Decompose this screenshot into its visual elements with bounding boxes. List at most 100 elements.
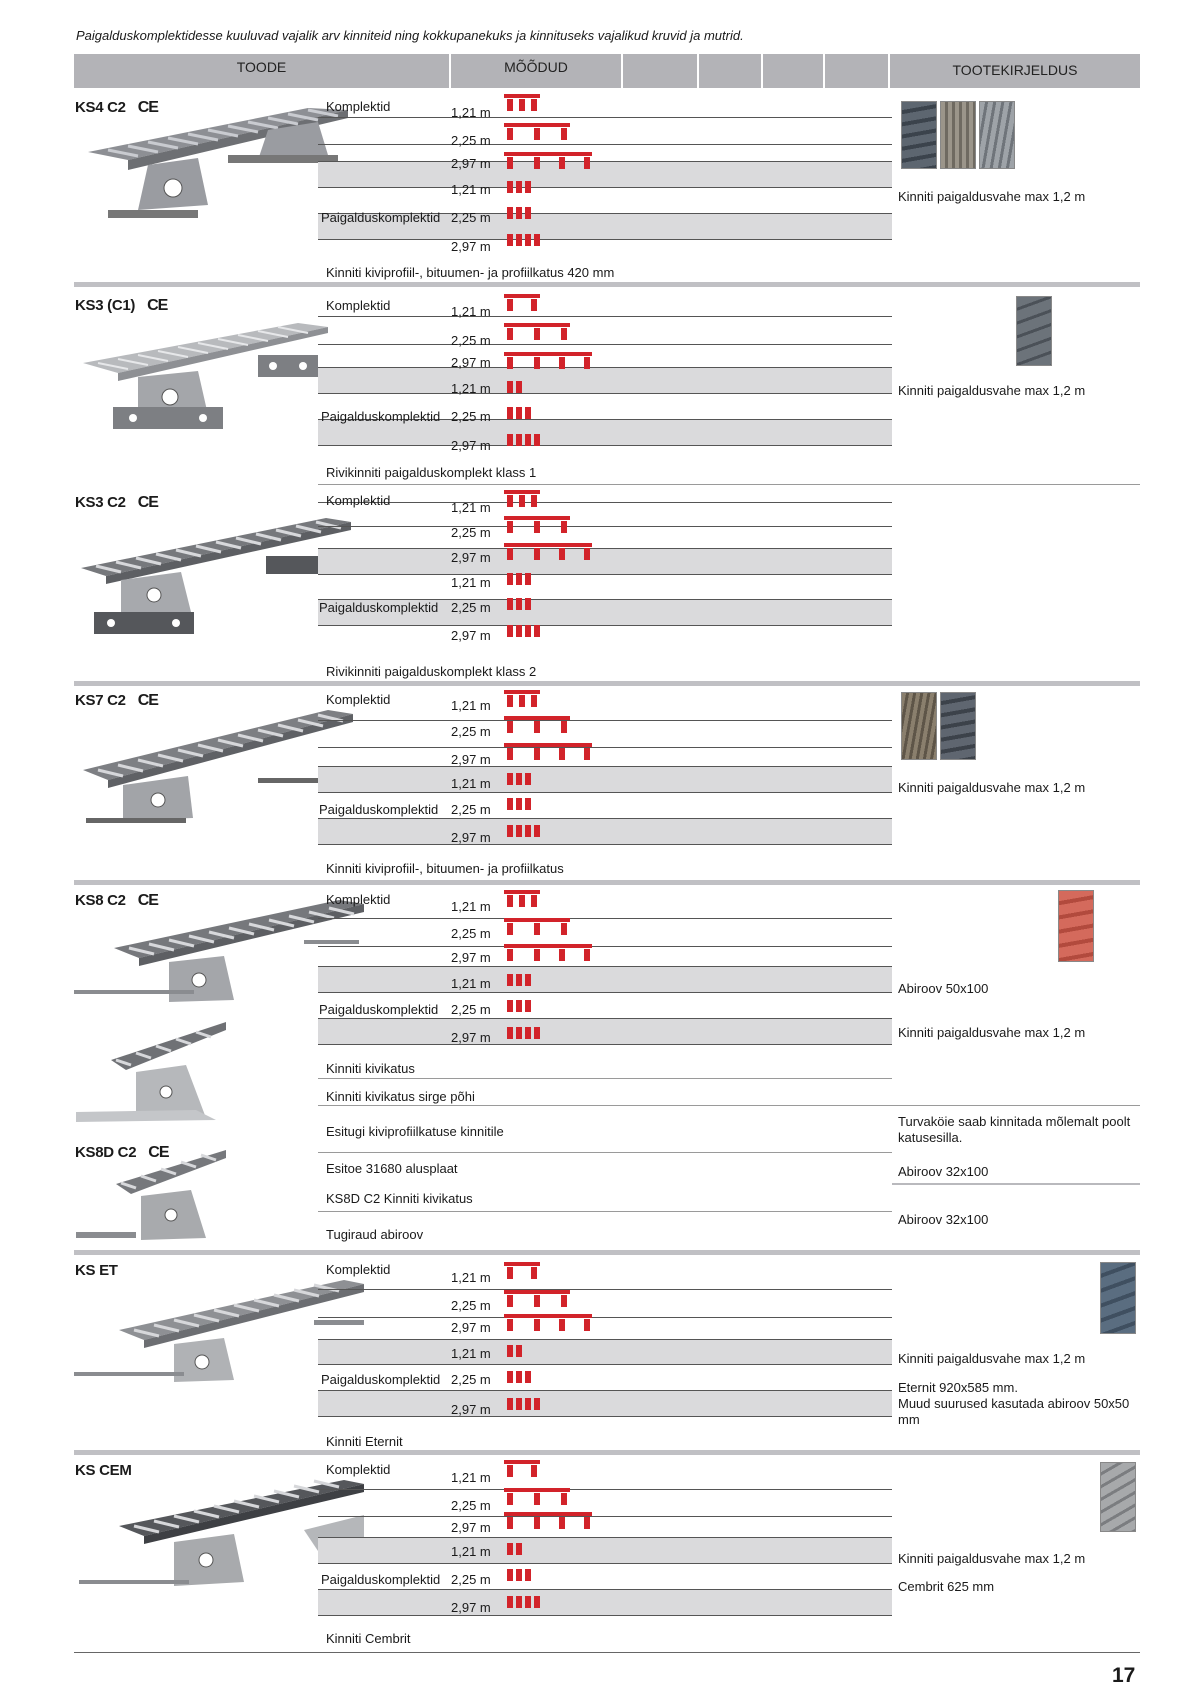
desc-max-spacing: Kinniti paigaldusvahe max 1,2 m [898, 1551, 1086, 1566]
desc-abiroov-32x100: Abiroov 32x100 [898, 1212, 989, 1227]
section-divider [74, 1250, 1140, 1255]
section-note: Kinniti kiviprofiil-, bituumen- ja profi… [326, 861, 564, 876]
qty-225: 2,25 m [451, 409, 491, 424]
row-line [318, 818, 892, 819]
qty-297: 2,97 m [451, 239, 491, 254]
footer-line [74, 1652, 1140, 1653]
ce-mark: CE [148, 1144, 169, 1161]
row-line [318, 1078, 892, 1079]
band-row [318, 1018, 892, 1044]
qty-297: 2,97 m [451, 355, 491, 370]
roof-bridge-image [76, 1022, 226, 1122]
paigalduskomplektid-label: Paigalduskomplektid [319, 600, 439, 615]
header-col-empty-3 [763, 54, 823, 88]
row-line [318, 316, 892, 317]
row-line [318, 526, 892, 527]
roof-bridge-image [83, 323, 328, 429]
intro-text: Paigalduskomplektidesse kuuluvad vajalik… [76, 28, 744, 43]
qty-225: 2,25 m [451, 1298, 491, 1313]
paigalduskomplektid-label: Paigalduskomplektid [319, 1002, 439, 1017]
band-row [318, 766, 892, 792]
row-line [318, 946, 892, 947]
row-line [318, 213, 892, 214]
paigalduskomplektid-label: Paigalduskomplektid [319, 802, 439, 817]
ks8-row-1: Kinniti kivikatus [326, 1061, 415, 1076]
komplektid-label: Komplektid [326, 1262, 391, 1277]
row-line [318, 792, 892, 793]
rack-size-icons [504, 490, 592, 637]
rack-size-icons [504, 94, 592, 246]
header-kirjeldus: TOOTEKIRJELDUS [890, 54, 1140, 88]
qty-225: 2,25 m [451, 600, 491, 615]
band-row [318, 1537, 892, 1563]
header-moodud: MÕÕDUD [451, 54, 621, 88]
row-line [318, 599, 892, 600]
row-line [318, 1489, 892, 1490]
model-name: KS3 C2 CE [75, 494, 159, 511]
ks8-row-4: Esitoe 31680 alusplaat [326, 1161, 458, 1176]
roof-tile-image [1100, 1462, 1136, 1532]
band-row [318, 818, 892, 844]
band-row [318, 367, 892, 393]
desc-max-spacing: Kinniti paigaldusvahe max 1,2 m [898, 383, 1086, 398]
model-name: KS CEM [75, 1462, 132, 1479]
roof-tile-image [1058, 890, 1094, 962]
row-line [892, 1183, 1140, 1185]
qty-121: 1,21 m [451, 1346, 491, 1361]
qty-225: 2,25 m [451, 1002, 491, 1017]
row-line [318, 1339, 892, 1340]
qty-297: 2,97 m [451, 752, 491, 767]
row-line [318, 1211, 892, 1212]
model-name: KS4 C2 CE [75, 99, 159, 116]
qty-297: 2,97 m [451, 1030, 491, 1045]
qty-121: 1,21 m [451, 1470, 491, 1485]
row-line [318, 1416, 892, 1417]
qty-121: 1,21 m [451, 1270, 491, 1285]
section-note: Kinniti Cembrit [326, 1631, 411, 1646]
paigalduskomplektid-label: Paigalduskomplektid [321, 1572, 441, 1587]
roof-bridge-image [83, 710, 353, 823]
header-col-empty-2 [699, 54, 761, 88]
roof-tile-image [901, 101, 937, 169]
band-row [318, 419, 892, 445]
rack-size-icons [504, 294, 592, 446]
row-line [318, 187, 892, 188]
qty-297: 2,97 m [451, 156, 491, 171]
row-line [318, 1105, 1140, 1106]
band-row [318, 1589, 892, 1615]
roof-bridge-image [88, 108, 348, 218]
section-note: Rivikinniti paigalduskomplekt klass 1 [326, 465, 537, 480]
paigalduskomplektid-label: Paigalduskomplektid [321, 409, 441, 424]
row-line [318, 1390, 892, 1391]
roof-bridge-image [79, 1479, 364, 1586]
qty-225: 2,25 m [451, 1572, 491, 1587]
roof-bridge-image [81, 518, 351, 634]
band-row [318, 966, 892, 992]
row-line [318, 1563, 892, 1564]
row-line [318, 747, 892, 748]
roof-tile-image [1016, 296, 1052, 366]
paigalduskomplektid-label: Paigalduskomplektid [321, 210, 441, 225]
model-name: KS ET [75, 1262, 118, 1279]
band-row [318, 161, 892, 187]
row-line [318, 720, 892, 721]
desc-abiroov-32x100: Abiroov 32x100 [898, 1164, 989, 1179]
qty-121: 1,21 m [451, 500, 491, 515]
row-line [318, 1018, 892, 1019]
section-divider [74, 282, 1140, 287]
row-line [318, 966, 892, 967]
qty-297: 2,97 m [451, 1600, 491, 1615]
ks8-row-6: Tugiraud abiroov [326, 1227, 424, 1242]
model-name: KS3 (C1) CE [75, 297, 168, 314]
paigalduskomplektid-label: Paigalduskomplektid [321, 1372, 441, 1387]
qty-225: 2,25 m [451, 926, 491, 941]
qty-225: 2,25 m [451, 1372, 491, 1387]
roof-tile-image [979, 101, 1015, 169]
qty-297: 2,97 m [451, 1402, 491, 1417]
komplektid-label: Komplektid [326, 692, 391, 707]
model-name-ks8d: KS8D C2 CE [75, 1144, 170, 1161]
row-line [318, 502, 892, 503]
model-name: KS7 C2 CE [75, 692, 159, 709]
row-line [318, 766, 892, 767]
roof-tile-image [940, 101, 976, 169]
